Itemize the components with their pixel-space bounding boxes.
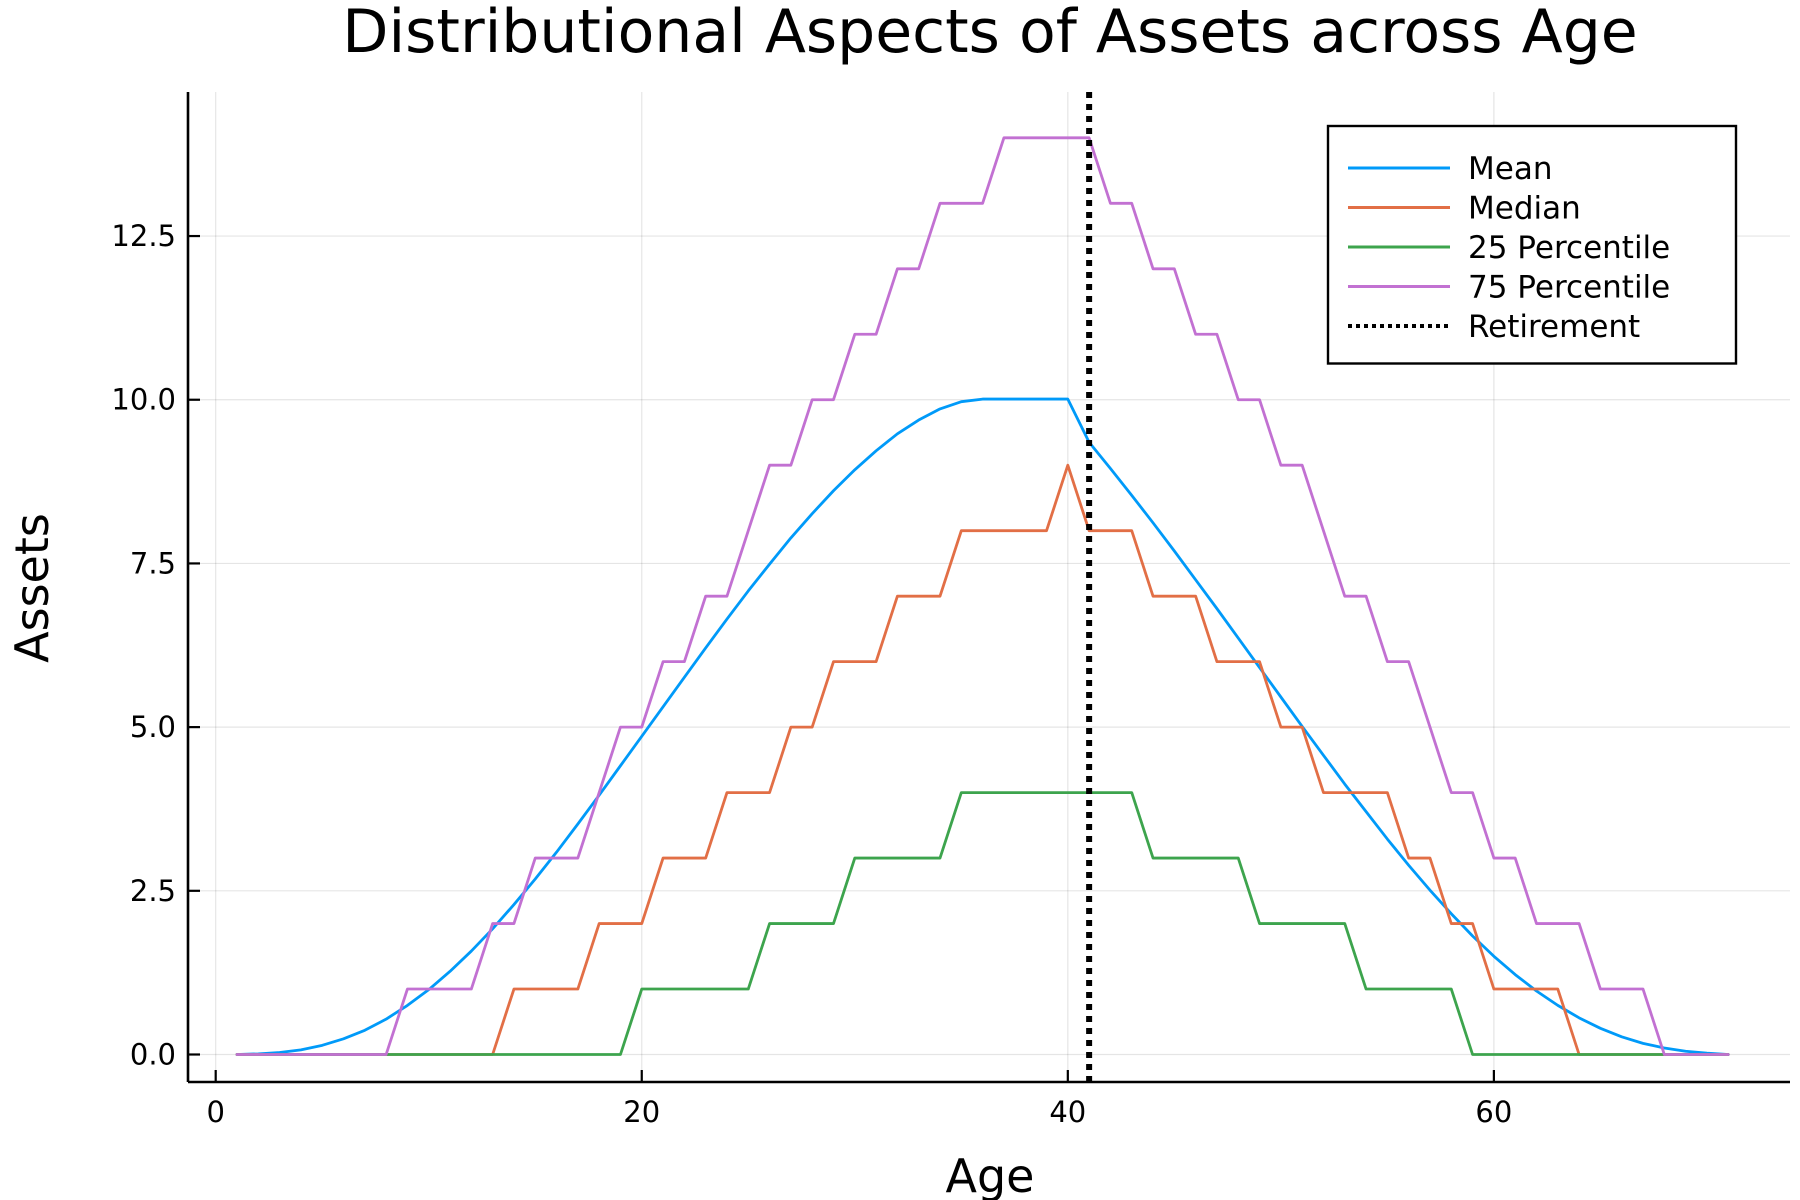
series-line-75-percentile — [235, 136, 1730, 1056]
y-tick-label: 0.0 — [130, 1038, 176, 1072]
x-axis-label: Age — [946, 1149, 1035, 1200]
legend-box — [1326, 124, 1738, 365]
y-axis-label: Assets — [5, 513, 59, 663]
x-tick-label: 60 — [1475, 1095, 1512, 1129]
legend-label: Mean — [1468, 151, 1552, 187]
legend-label: 25 Percentile — [1468, 230, 1670, 266]
legend-label: Retirement — [1468, 309, 1640, 345]
series-layer — [235, 92, 1730, 1082]
y-tick-label: 7.5 — [130, 546, 176, 580]
x-tick-label: 20 — [623, 1095, 660, 1129]
legend-label: Median — [1468, 191, 1581, 227]
chart-title: Distributional Aspects of Assets across … — [342, 0, 1637, 67]
tick-labels: 0 20 40 60 0.0 2.5 5.0 7.5 10.0 12.5 — [111, 219, 1512, 1129]
x-tick-label: 0 — [206, 1095, 224, 1129]
y-tick-label: 2.5 — [130, 874, 176, 908]
axes — [186, 92, 1790, 1084]
y-tick-label: 12.5 — [111, 219, 176, 253]
x-tick-label: 40 — [1049, 1095, 1086, 1129]
y-tick-label: 10.0 — [111, 383, 176, 417]
legend-label: 75 Percentile — [1468, 270, 1670, 306]
series-line-median — [235, 463, 1730, 1056]
series-line-25-percentile — [235, 791, 1730, 1056]
y-tick-label: 5.0 — [130, 710, 176, 744]
